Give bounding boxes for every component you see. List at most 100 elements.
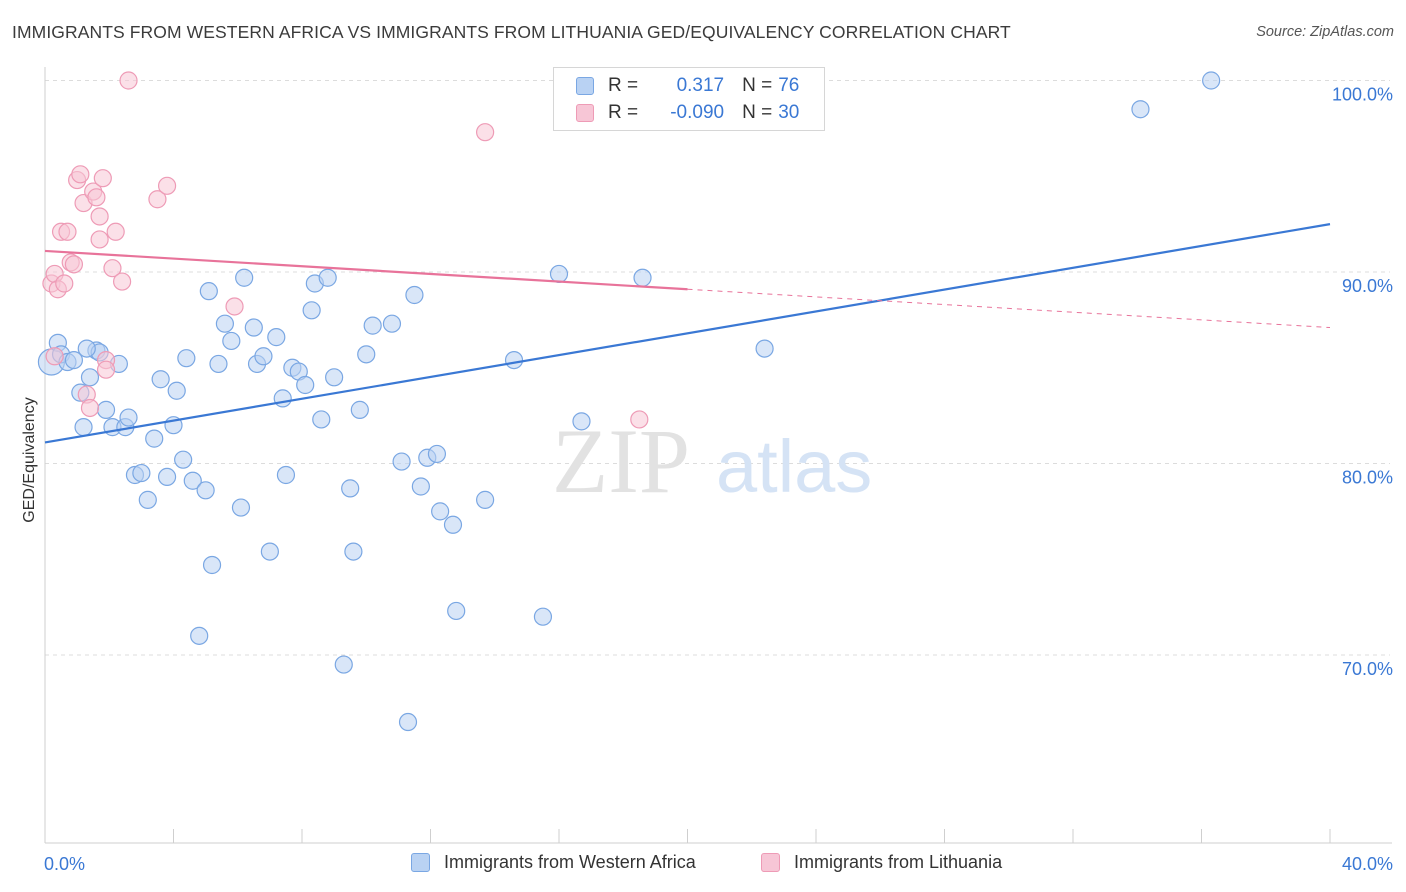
point-western-africa <box>77 339 96 358</box>
point-western-africa <box>443 515 463 534</box>
point-western-africa <box>231 498 251 517</box>
x-tick-label: 40.0% <box>1342 854 1393 874</box>
legend-swatch-blue <box>576 77 594 95</box>
point-lithuania <box>157 176 177 195</box>
point-western-africa <box>215 314 234 333</box>
point-western-africa <box>431 502 450 521</box>
point-western-africa <box>302 301 321 320</box>
legend-row-lithuania: R = -0.090 N = 30 <box>576 101 799 125</box>
point-western-africa <box>74 418 93 437</box>
trend-lines <box>44 223 1331 444</box>
source-label: Source: ZipAtlas.com <box>1256 24 1394 40</box>
point-lithuania <box>112 272 132 291</box>
point-lithuania <box>93 169 112 188</box>
point-lithuania <box>148 190 167 209</box>
point-western-africa <box>138 490 157 509</box>
grid <box>45 80 1390 656</box>
point-lithuania <box>58 222 77 241</box>
point-lithuania <box>630 410 649 429</box>
point-western-africa <box>202 555 222 575</box>
point-western-africa <box>427 444 447 464</box>
point-western-africa <box>1131 100 1150 119</box>
point-western-africa <box>405 285 424 305</box>
point-western-africa <box>276 465 296 485</box>
point-western-africa <box>174 450 193 469</box>
point-western-africa <box>119 408 138 427</box>
point-western-africa <box>382 314 402 333</box>
watermark: ZIP atlas <box>552 410 872 512</box>
point-western-africa <box>157 467 177 487</box>
watermark-atlas: atlas <box>716 425 872 508</box>
point-western-africa <box>151 370 170 389</box>
bottom-legend-western-africa: Immigrants from Western Africa <box>411 852 696 873</box>
point-western-africa <box>273 389 292 408</box>
point-western-africa <box>183 471 202 490</box>
legend-swatch-pink <box>576 104 594 122</box>
point-western-africa <box>80 368 100 387</box>
point-western-africa <box>755 339 774 358</box>
bottom-legend-label: Immigrants from Western Africa <box>444 852 696 872</box>
point-western-africa <box>411 477 430 496</box>
point-lithuania <box>225 297 244 316</box>
legend-r-label: R = <box>608 102 639 123</box>
point-western-africa <box>363 316 382 335</box>
watermark-zip: ZIP <box>552 410 690 512</box>
point-lithuania <box>90 207 109 226</box>
chart-title: IMMIGRANTS FROM WESTERN AFRICA VS IMMIGR… <box>12 22 1011 42</box>
trend-line-lithuania-extension <box>687 288 1331 329</box>
legend-n-value: 76 <box>778 75 800 96</box>
bottom-legend-swatch-pink <box>761 853 780 872</box>
point-western-africa <box>145 429 164 448</box>
point-lithuania <box>90 230 109 249</box>
y-tick-label: 90.0% <box>1342 276 1393 296</box>
legend-n-value: 30 <box>778 102 800 123</box>
legend-r-value: 0.317 <box>676 75 725 96</box>
point-western-africa <box>476 490 495 509</box>
point-western-africa <box>504 350 524 370</box>
point-western-africa <box>64 350 84 370</box>
point-western-africa <box>633 268 652 287</box>
legend-n-label: N = <box>742 75 773 96</box>
point-lithuania <box>103 259 122 278</box>
point-western-africa <box>235 268 254 287</box>
point-western-africa <box>533 607 553 626</box>
point-western-africa <box>190 626 209 645</box>
point-western-africa <box>199 282 218 301</box>
tick-labels: 100.0% 90.0% 80.0% 70.0% 0.0% 40.0% <box>44 85 1393 875</box>
point-western-africa <box>325 368 344 387</box>
point-western-africa <box>344 542 363 561</box>
point-lithuania <box>64 255 84 274</box>
point-western-africa <box>132 463 151 483</box>
axes <box>44 67 1392 844</box>
point-western-africa <box>296 375 315 395</box>
point-western-africa <box>350 400 369 419</box>
legend-box: R = 0.317 N = 76 R = -0.090 N = 30 <box>553 67 825 131</box>
bottom-legend-lithuania: Immigrants from Lithuania <box>761 852 1002 873</box>
point-lithuania <box>96 360 116 379</box>
point-western-africa <box>167 381 186 400</box>
point-western-africa <box>96 400 116 419</box>
bottom-legend-swatch-blue <box>411 853 430 872</box>
legend-r-label: R = <box>608 75 639 96</box>
trend-line-lithuania <box>44 249 688 291</box>
legend-r-value: -0.090 <box>670 102 725 123</box>
point-western-africa <box>196 481 215 500</box>
point-western-africa <box>392 452 411 471</box>
legend-row-western-africa: R = 0.317 N = 76 <box>576 74 799 98</box>
point-western-africa <box>267 328 286 347</box>
y-tick-label: 80.0% <box>1342 468 1393 488</box>
point-lithuania <box>119 71 138 90</box>
point-western-africa <box>318 268 337 287</box>
points <box>37 71 1221 732</box>
point-lithuania <box>55 274 74 293</box>
point-lithuania <box>476 123 495 142</box>
point-western-africa <box>177 349 196 368</box>
point-western-africa <box>398 712 418 732</box>
point-lithuania <box>87 188 106 207</box>
point-western-africa <box>260 542 279 561</box>
y-tick-label: 70.0% <box>1342 659 1393 679</box>
trend-line-western-africa <box>44 223 1331 444</box>
point-western-africa <box>357 345 376 364</box>
point-western-africa <box>447 601 466 621</box>
